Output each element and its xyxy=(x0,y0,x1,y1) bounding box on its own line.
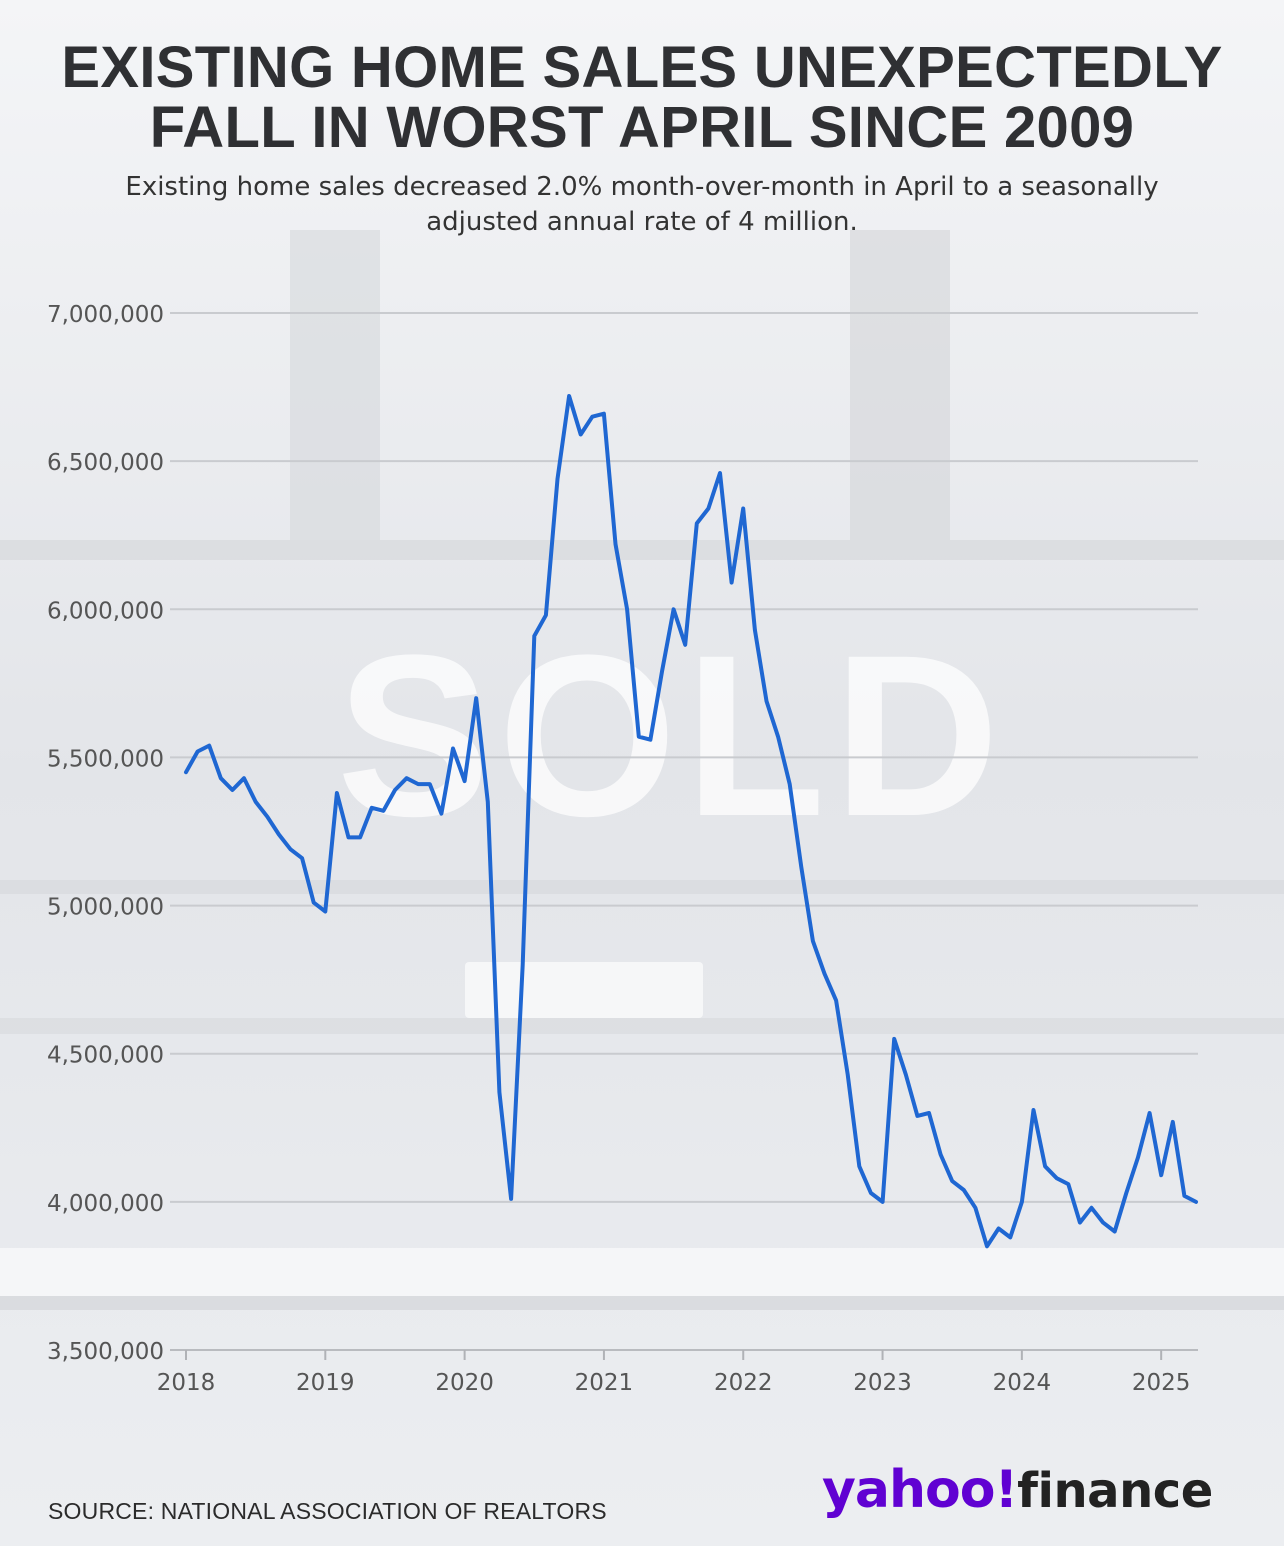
y-tick-label: 6,000,000 xyxy=(47,598,164,624)
x-tick-label: 2022 xyxy=(714,1370,773,1396)
brand-suffix: finance xyxy=(1017,1463,1213,1519)
y-tick-label: 6,500,000 xyxy=(47,450,164,476)
series-line-existing-home-sales xyxy=(184,394,1198,1249)
y-axis-ticks: 3,500,000 4,000,000 4,500,000 5,000,000 5,50… xyxy=(47,302,164,1365)
x-tick-label: 2023 xyxy=(853,1370,912,1396)
x-tick-label: 2018 xyxy=(157,1370,216,1396)
yahoo-finance-logo: yahoo!finance xyxy=(822,1460,1232,1530)
y-tick-label: 7,000,000 xyxy=(47,302,164,328)
x-tick-label: 2019 xyxy=(296,1370,355,1396)
headline: EXISTING HOME SALES UNEXPECTEDLY FALL IN … xyxy=(0,38,1284,158)
x-tick-label: 2024 xyxy=(993,1370,1052,1396)
x-tick-label: 2020 xyxy=(435,1370,494,1396)
y-tick-label: 3,500,000 xyxy=(47,1339,164,1365)
subtitle: Existing home sales decreased 2.0% month… xyxy=(125,172,1159,237)
y-tick-label: 4,500,000 xyxy=(47,1043,164,1069)
headline-line: FALL IN WORST APRIL SINCE 2009 xyxy=(149,95,1135,160)
headline-line: EXISTING HOME SALES UNEXPECTEDLY xyxy=(61,35,1223,100)
brand-main: yahoo! xyxy=(822,1460,1018,1520)
x-axis-ticks: 2018 2019 2020 2021 2022 2023 2024 2025 xyxy=(157,1350,1191,1396)
x-tick-label: 2025 xyxy=(1132,1370,1191,1396)
gridlines xyxy=(170,312,1198,1351)
y-tick-label: 5,000,000 xyxy=(47,895,164,921)
y-tick-label: 5,500,000 xyxy=(47,746,164,772)
source-note: SOURCE: NATIONAL ASSOCIATION OF REALTORS xyxy=(48,1498,607,1524)
x-tick-label: 2021 xyxy=(575,1370,634,1396)
y-tick-label: 4,000,000 xyxy=(47,1191,164,1217)
